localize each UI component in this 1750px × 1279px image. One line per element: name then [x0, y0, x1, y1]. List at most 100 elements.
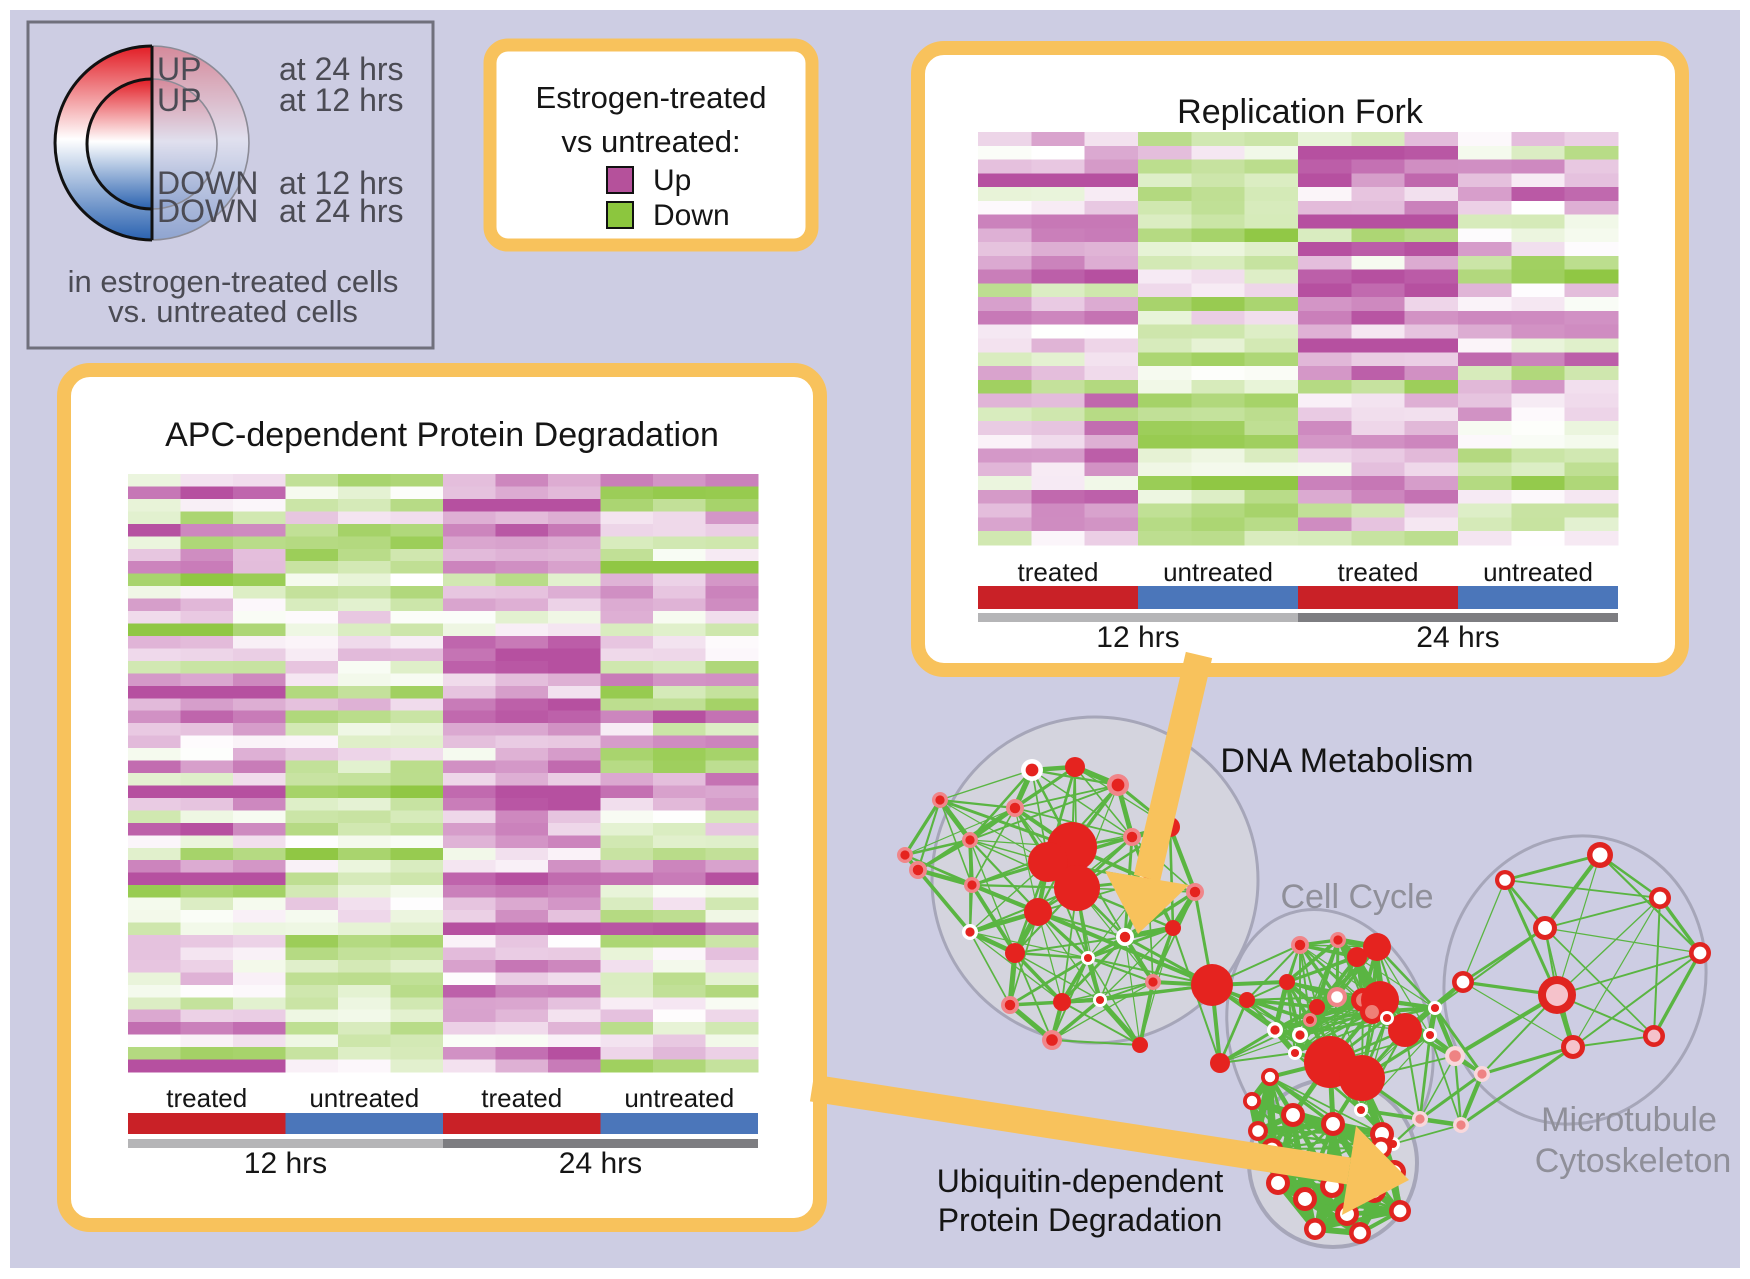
heatmap-cell: [495, 548, 549, 562]
heatmap-cell: [1138, 297, 1192, 312]
heatmap-cell: [548, 598, 602, 612]
heatmap-cell: [128, 822, 182, 836]
edge: [1167, 826, 1198, 893]
heatmap-cell: [285, 934, 339, 949]
heatmap-cell: [1404, 489, 1459, 505]
heatmap-cell: [600, 897, 654, 911]
heatmap-cell: [548, 611, 602, 625]
bridge-edge: [969, 784, 1119, 841]
heatmap-cell: [600, 773, 654, 787]
heatmap-cell: [128, 474, 182, 488]
heatmap-cell: [705, 748, 759, 762]
heatmap-cell: [1031, 269, 1086, 285]
heatmap-cell: [128, 972, 182, 986]
heatmap-cell: [1138, 132, 1192, 147]
heatmap-cell: [1564, 421, 1619, 436]
heatmap-cell: [1564, 159, 1619, 174]
heatmap-cell: [705, 760, 759, 774]
heatmap-cell: [548, 835, 602, 849]
heatmap-cell: [338, 972, 392, 986]
heatmap-cell: [978, 517, 1032, 532]
heatmap-cell: [338, 897, 392, 911]
heatmap-cell: [128, 536, 182, 550]
heatmap-cell: [653, 598, 707, 612]
heatmap-cell: [1138, 517, 1192, 532]
heatmap-cell: [443, 623, 497, 637]
heatmap-cell: [443, 748, 497, 762]
treated-bar: [978, 586, 1138, 609]
heatmap-cell: [653, 648, 707, 662]
edge: [1051, 1039, 1141, 1046]
heatmap-cell: [1404, 448, 1459, 463]
heatmap-cell: [1564, 352, 1619, 367]
heatmap-cell: [548, 773, 602, 787]
heatmap-cell: [233, 997, 287, 1011]
heatmap-cell: [653, 785, 707, 799]
heatmap-cell: [1084, 324, 1139, 340]
heatmap-cell: [1031, 310, 1086, 326]
heatmap-cell: [495, 635, 549, 650]
heatmap-cell: [1351, 283, 1406, 298]
heatmap-cell: [653, 523, 707, 537]
heatmap-cell: [548, 847, 602, 861]
heatmap-cell: [495, 685, 549, 699]
heatmap-cell: [180, 1047, 234, 1061]
heatmap-cell: [1298, 462, 1352, 477]
heatmap-cell: [978, 407, 1032, 422]
heatmap-cell: [600, 810, 654, 824]
heatmap-cell: [600, 947, 654, 961]
heatmap-cell: [443, 523, 497, 537]
heatmap-cell: [495, 860, 549, 874]
heatmap-cell: [180, 797, 234, 811]
heatmap-cell: [1351, 297, 1406, 312]
heatmap-cell: [285, 810, 339, 824]
heatmap-cell: [285, 723, 339, 737]
heatmap-cell: [443, 997, 497, 1011]
heatmap-cell: [180, 561, 234, 575]
heatmap-cell: [705, 910, 759, 924]
heatmap-cell: [443, 872, 497, 886]
heatmap-cell: [1511, 462, 1566, 477]
heatmap-cell: [1404, 297, 1459, 312]
heatmap-cell: [180, 573, 234, 587]
heatmap-cell: [1084, 407, 1139, 422]
heatmap-cell: [495, 648, 549, 662]
heatmap-cell: [495, 773, 549, 787]
heatmap-cell: [233, 735, 287, 749]
heatmap-cell: [978, 489, 1032, 505]
heatmap-cell: [600, 561, 654, 575]
heatmap-cell: [548, 710, 602, 724]
edge: [1246, 998, 1311, 1022]
heatmap-cell: [1244, 393, 1299, 408]
heatmap-cell: [548, 897, 602, 911]
heatmap-cell: [128, 760, 182, 774]
heatmap-cell: [390, 797, 444, 811]
gene-node-core: [1295, 1030, 1305, 1040]
heatmap-cell: [1404, 407, 1459, 422]
arrow-head-icon-2: [1342, 1126, 1409, 1215]
heatmap-cell: [978, 228, 1032, 243]
heatmap-cell: [1031, 214, 1086, 229]
heatmap-cell: [443, 685, 497, 699]
heatmap-cell: [705, 474, 759, 488]
apc-heatmap: [128, 474, 759, 1073]
edge: [1418, 1034, 1432, 1120]
heatmap-cell: [1298, 159, 1352, 174]
gene-node-core: [1009, 802, 1021, 814]
heatmap-cell: [285, 847, 339, 861]
gene-node-red: [1309, 999, 1325, 1015]
heatmap-cell: [180, 947, 234, 961]
heatmap-cell: [653, 511, 707, 525]
rf-heatmap: [978, 132, 1619, 546]
heatmap-cell: [1191, 228, 1246, 243]
heatmap-cell: [338, 660, 392, 674]
heatmap-cell: [495, 984, 549, 998]
heatmap-cell: [338, 1034, 392, 1048]
heatmap-cell: [653, 1034, 707, 1048]
heatmap-cell: [1404, 269, 1459, 285]
heatmap-cell: [705, 723, 759, 737]
gene-node-core: [1393, 1204, 1407, 1218]
heatmap-cell: [1244, 517, 1299, 532]
heatmap-cell: [1244, 462, 1299, 477]
gene-node-core: [1449, 1050, 1461, 1062]
